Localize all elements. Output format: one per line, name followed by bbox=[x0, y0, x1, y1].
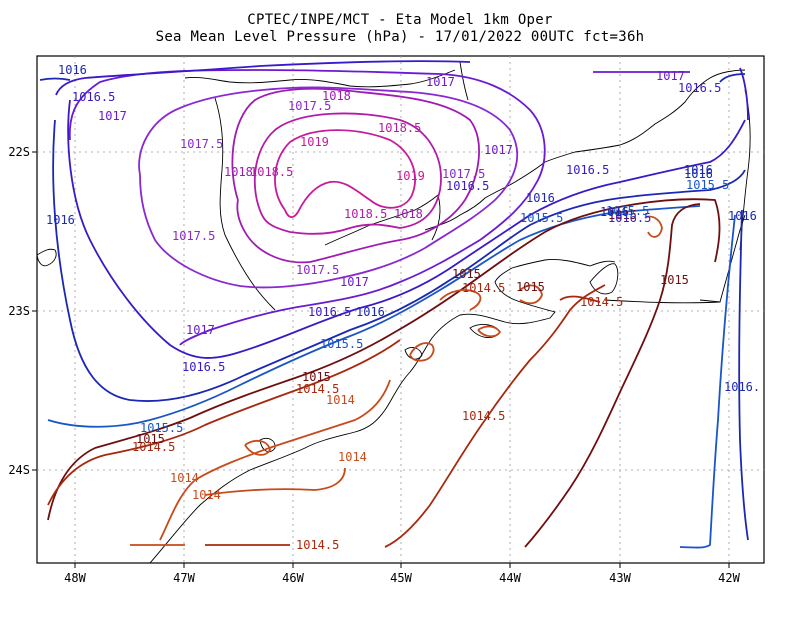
contour-label: 1016.5 bbox=[678, 81, 721, 95]
contour-label: 1016.5 bbox=[608, 211, 651, 225]
contour-label: 1015.5 bbox=[606, 204, 649, 218]
contour-label: 1017.5 bbox=[288, 99, 331, 113]
x-tick-label: 46W bbox=[282, 571, 304, 585]
contour-label: 1015.5 bbox=[686, 178, 729, 192]
contour-label: 1014.5 bbox=[296, 382, 339, 396]
contour-label: 1014.5 bbox=[462, 281, 505, 295]
contour-label: 1015.5 bbox=[140, 421, 183, 435]
contour-label: 1017.5 bbox=[180, 137, 223, 151]
contour-label: 1017.5 bbox=[442, 167, 485, 181]
x-tick-label: 48W bbox=[64, 571, 86, 585]
chart-title: CPTEC/INPE/MCT - Eta Model 1km Oper bbox=[247, 12, 553, 28]
contour-label: 1015 bbox=[608, 208, 637, 222]
contour-label: 1015 bbox=[452, 267, 481, 281]
isobars bbox=[39, 60, 749, 549]
x-tick-label: 42W bbox=[718, 571, 740, 585]
contour-label: 1014.5 bbox=[132, 440, 175, 454]
x-tick-label: 47W bbox=[173, 571, 195, 585]
contour-label: 1017 bbox=[98, 109, 127, 123]
y-tick-label: 23S bbox=[8, 304, 30, 318]
contour-label: 1019 bbox=[300, 135, 329, 149]
contour-label: 1014 bbox=[326, 393, 355, 407]
contour-label: 1016.5 bbox=[72, 90, 115, 104]
contour-label: 1016. bbox=[724, 380, 760, 394]
contour-label: 1018.5 bbox=[250, 165, 293, 179]
contour-label: 1018 bbox=[394, 207, 423, 221]
chart-subtitle: Sea Mean Level Pressure (hPa) - 17/01/20… bbox=[155, 29, 645, 45]
contour-label: 1016.5 bbox=[308, 305, 351, 319]
contour-label: 1017.5 bbox=[296, 263, 339, 277]
contour-label: 1014.5 bbox=[580, 295, 623, 309]
contour-label: 1015 bbox=[136, 432, 165, 446]
x-tick-label: 45W bbox=[390, 571, 412, 585]
contour-label: 1016.5 bbox=[182, 360, 225, 374]
contour-label: 1017.5 bbox=[172, 229, 215, 243]
contour-labels: 10161016.510171017.510181017.51018.51019… bbox=[46, 63, 760, 552]
contour-label: 1016 bbox=[684, 163, 713, 177]
contour-label: 1014 bbox=[192, 488, 221, 502]
y-tick-label: 24S bbox=[8, 463, 30, 477]
contour-label: 1016 bbox=[58, 63, 87, 77]
contour-label: 1015 bbox=[516, 280, 545, 294]
contour-label: 1018.5 bbox=[378, 121, 421, 135]
contour-label: 1017 bbox=[484, 143, 513, 157]
contour-label: 1019 bbox=[396, 169, 425, 183]
contour-label: 1017 bbox=[656, 69, 685, 83]
contour-label: 1015.5 bbox=[520, 211, 563, 225]
contour-label: 1016 bbox=[356, 305, 385, 319]
contour-label: 1018.5 bbox=[344, 207, 387, 221]
contour-label: 1014 bbox=[338, 450, 367, 464]
y-tick-label: 22S bbox=[8, 145, 30, 159]
contour-label: 1016 bbox=[684, 167, 713, 181]
contour-label: 1016.5 bbox=[566, 163, 609, 177]
contour-label: 1016 bbox=[728, 209, 757, 223]
contour-label: 1015 bbox=[660, 273, 689, 287]
contour-label: 1014.5 bbox=[462, 409, 505, 423]
x-tick-label: 44W bbox=[499, 571, 521, 585]
contour-label: 1016 bbox=[600, 205, 629, 219]
contour-label: 1016 bbox=[46, 213, 75, 227]
contour-label: 1015 bbox=[302, 370, 331, 384]
contour-label: 1018 bbox=[224, 165, 253, 179]
contour-label: 1017 bbox=[186, 323, 215, 337]
contour-label: 1017 bbox=[340, 275, 369, 289]
contour-label: 1016 bbox=[526, 191, 555, 205]
contour-label: 1014 bbox=[170, 471, 199, 485]
contour-label: 1017 bbox=[426, 75, 455, 89]
contour-label: 1018 bbox=[322, 89, 351, 103]
contour-label: 1015.5 bbox=[320, 337, 363, 351]
contour-label: 1016.5 bbox=[446, 179, 489, 193]
contour-label: 1014.5 bbox=[296, 538, 339, 552]
x-tick-label: 43W bbox=[609, 571, 631, 585]
axis-ticks: 48W 47W 46W 45W 44W 43W 42W 22S 23S 24S bbox=[8, 145, 740, 585]
